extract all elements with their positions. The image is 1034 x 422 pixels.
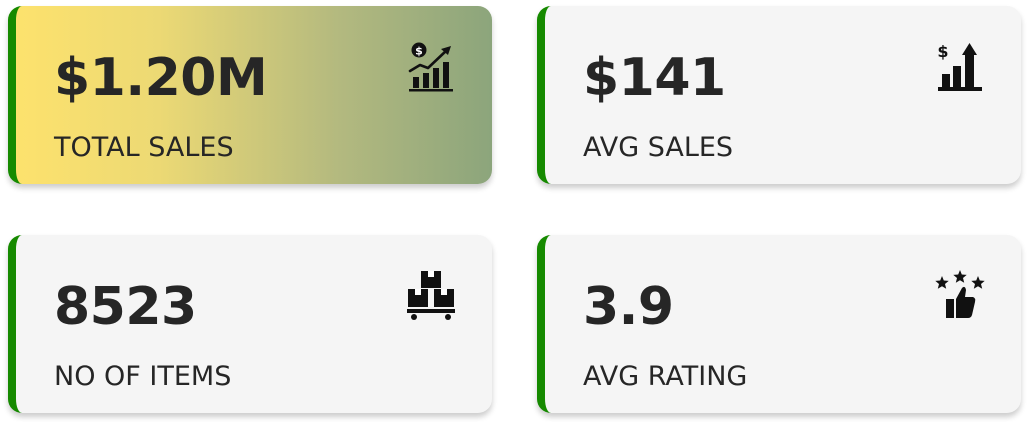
total-sales-value: $1.20M bbox=[54, 48, 268, 108]
avg-rating-label: AVG RATING bbox=[583, 361, 748, 392]
svg-text:$: $ bbox=[937, 42, 948, 61]
total-sales-card[interactable]: $1.20M TOTAL SALES $ bbox=[8, 6, 492, 184]
total-sales-label: TOTAL SALES bbox=[54, 132, 234, 163]
avg-rating-value: 3.9 bbox=[583, 277, 674, 337]
svg-text:$: $ bbox=[415, 44, 423, 57]
dollar-bar-chart-icon: $ bbox=[935, 40, 985, 92]
rating-thumbs-up-icon bbox=[935, 269, 985, 321]
sales-growth-icon: $ bbox=[406, 40, 456, 92]
avg-rating-card[interactable]: 3.9 AVG RATING bbox=[537, 235, 1021, 413]
avg-sales-label: AVG SALES bbox=[583, 132, 734, 163]
no-of-items-card[interactable]: 8523 NO OF ITEMS bbox=[8, 235, 492, 413]
no-of-items-value: 8523 bbox=[54, 277, 197, 337]
boxes-icon bbox=[406, 269, 456, 321]
avg-sales-card[interactable]: $141 AVG SALES $ bbox=[537, 6, 1021, 184]
avg-sales-value: $141 bbox=[583, 48, 726, 108]
no-of-items-label: NO OF ITEMS bbox=[54, 361, 232, 392]
